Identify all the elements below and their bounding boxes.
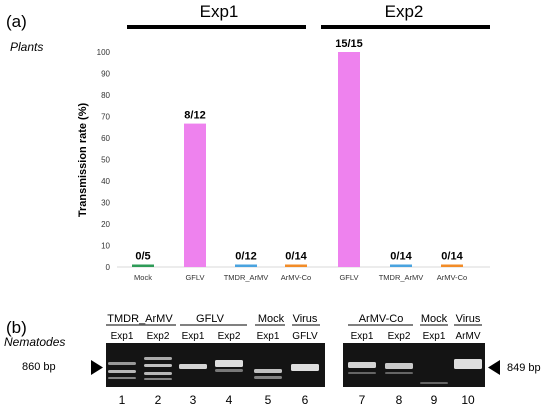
y-axis-label: Transmission rate (%)	[77, 103, 89, 218]
x-tick-label: Mock	[134, 273, 152, 282]
y-tick-label: 100	[97, 48, 111, 57]
lane-label: Exp1	[351, 331, 374, 342]
panel-b-subtitle: Nematodes	[4, 335, 65, 349]
data-label: 0/14	[285, 251, 307, 263]
lane-numbers: 1 2 3 4 5 6 7 8 9 10	[119, 393, 475, 407]
gel-band	[108, 370, 136, 373]
gel-band	[215, 369, 243, 372]
marker-arrow-right	[488, 360, 500, 375]
lane-number: 3	[190, 393, 197, 407]
data-label: 0/12	[235, 251, 256, 263]
gel-band	[108, 377, 136, 379]
group-label-virus-right: Virus	[456, 313, 481, 325]
y-tick-label: 20	[101, 220, 110, 229]
lane-number: 7	[359, 393, 366, 407]
marker-arrow-left	[91, 360, 103, 375]
y-tick-label: 30	[101, 199, 110, 208]
data-label: 0/5	[135, 251, 150, 263]
data-label: 0/14	[390, 251, 412, 263]
bar-gflv-exp2	[338, 52, 360, 267]
lane-label: Exp1	[182, 331, 205, 342]
gel-band	[291, 364, 319, 371]
gel-band	[144, 364, 172, 367]
panel-b-label: (b)	[6, 318, 27, 337]
lane-number: 4	[226, 393, 233, 407]
lane-label: GFLV	[292, 331, 318, 342]
y-axis: 0 10 20 30 40 50 60 70 80 90 100	[97, 48, 111, 272]
bar-armv-co-exp2	[441, 264, 463, 267]
data-label: 0/14	[441, 251, 463, 263]
group-label-armv-co: ArMV-Co	[359, 313, 404, 325]
lane-number: 10	[461, 393, 475, 407]
gel-band	[348, 372, 376, 374]
gel-band	[144, 372, 172, 375]
lane-label: ArMV	[456, 331, 481, 342]
gel-band	[144, 378, 172, 380]
bar-tmdr-armv-exp1	[235, 264, 257, 267]
x-tick-label: GFLV	[339, 273, 358, 282]
marker-label-left: 860 bp	[22, 361, 56, 373]
group-label-tmdr: TMDR_ArMV	[107, 313, 173, 325]
exp2-header: Exp2	[385, 2, 424, 21]
lane-number: 8	[396, 393, 403, 407]
lane-label: Exp2	[388, 331, 411, 342]
lane-labels: Exp1 Exp2 Exp1 Exp2 Exp1 GFLV Exp1 Exp2 Exp1 ArMV	[111, 331, 481, 342]
group-label-gflv: GFLV	[196, 313, 225, 325]
y-tick-label: 70	[101, 113, 110, 122]
group-label-virus-left: Virus	[293, 313, 318, 325]
data-label: 15/15	[335, 38, 363, 50]
x-tick-label: GFLV	[185, 273, 204, 282]
bar-gflv-exp1	[184, 123, 206, 267]
y-tick-label: 40	[101, 177, 110, 186]
exp2-bar-line	[321, 25, 490, 29]
panel-a-label: (a)	[6, 12, 27, 31]
gel-band	[144, 357, 172, 360]
exp1-header: Exp1	[200, 2, 239, 21]
gel-band	[179, 364, 207, 369]
lane-label: Exp1	[111, 331, 134, 342]
gel-band	[454, 359, 482, 369]
bar-mock-exp1	[132, 264, 154, 267]
group-label-mock-left: Mock	[258, 313, 285, 325]
marker-label-right: 849 bp	[507, 362, 541, 374]
exp1-bar-line	[127, 25, 306, 29]
data-label: 8/12	[184, 110, 205, 122]
lane-label: Exp1	[423, 331, 446, 342]
x-tick-label: TMDR_ArMV	[379, 273, 424, 282]
x-tick-label: ArMV-Co	[281, 273, 311, 282]
y-tick-label: 80	[101, 91, 110, 100]
lane-number: 2	[155, 393, 162, 407]
lane-label: Exp2	[218, 331, 241, 342]
gel-band	[108, 362, 136, 365]
plot-area: 0/5 Mock 8/12 GFLV 0/12 TMDR_ArMV 0/14 ArMV-Co 1…	[132, 38, 467, 282]
group-label-mock-right: Mock	[421, 313, 448, 325]
y-tick-label: 10	[101, 242, 110, 251]
y-tick-label: 0	[106, 263, 111, 272]
y-tick-label: 90	[101, 70, 110, 79]
gel-band	[420, 382, 448, 384]
lane-label: Exp2	[147, 331, 170, 342]
gel-band	[215, 360, 243, 367]
gel-band	[254, 376, 282, 379]
bar-armv-co-exp1	[285, 264, 307, 267]
lane-number: 9	[431, 393, 438, 407]
bar-tmdr-armv-exp2	[390, 264, 412, 267]
x-tick-label: TMDR_ArMV	[224, 273, 269, 282]
y-tick-label: 50	[101, 156, 110, 165]
gel-band	[348, 362, 376, 368]
lane-number: 6	[302, 393, 309, 407]
panel-a-subtitle: Plants	[10, 40, 43, 54]
lane-number: 1	[119, 393, 126, 407]
lane-number: 5	[265, 393, 272, 407]
x-tick-label: ArMV-Co	[437, 273, 467, 282]
gel-band	[254, 369, 282, 373]
y-tick-label: 60	[101, 134, 110, 143]
lane-label: Exp1	[257, 331, 280, 342]
gel-band	[385, 372, 413, 374]
gel-bands	[108, 357, 482, 384]
gel-band	[385, 363, 413, 369]
